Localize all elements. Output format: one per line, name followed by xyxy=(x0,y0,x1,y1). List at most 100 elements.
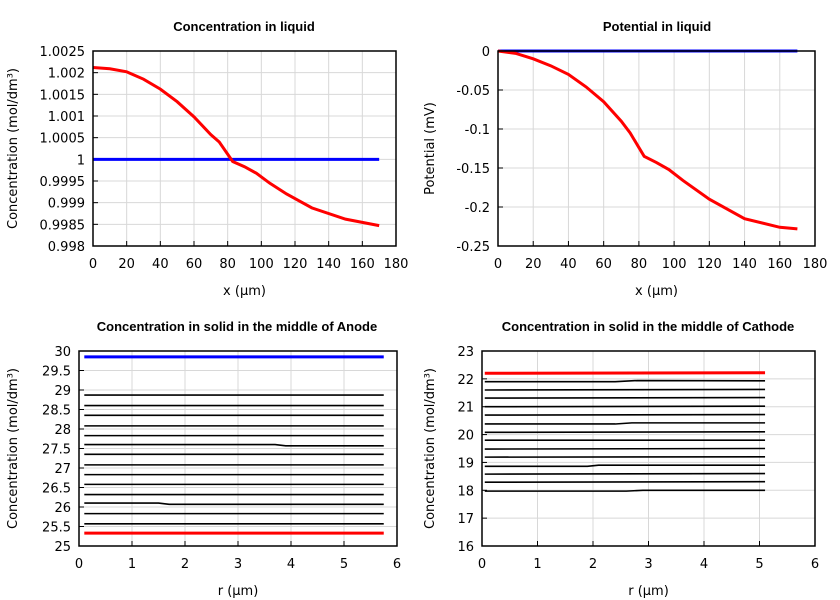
y-tick-label: 26 xyxy=(54,501,71,516)
y-tick-label: 1 xyxy=(77,153,85,168)
chart-title: Concentration in solid in the middle of … xyxy=(97,319,377,334)
x-axis-label: x (µm) xyxy=(223,284,266,299)
subplot-1: 0 20 40 60 80 100 120 140 160 180 0.998 0.9985 0.999… xyxy=(6,19,408,299)
x-tick-label: 80 xyxy=(219,257,236,272)
x-axis-label: r (µm) xyxy=(628,584,669,599)
series-line-12 xyxy=(484,464,766,468)
x-tick-label: 140 xyxy=(316,257,341,272)
series-line-2 xyxy=(484,379,766,383)
subplot-3: 0 1 2 3 4 5 6 25 25.5 26 26.5 27 27.5 28 28.5 29 29.5 30 C… xyxy=(6,319,401,599)
x-tick-label: 80 xyxy=(631,257,648,272)
y-tick-label: 25.5 xyxy=(42,521,71,536)
series-line-8 xyxy=(484,430,766,434)
y-tick-label: 26.5 xyxy=(42,482,71,497)
y-tick-label: 0.9985 xyxy=(40,218,86,233)
y-tick-label: 18 xyxy=(457,484,474,499)
y-tick-label: 23 xyxy=(457,345,474,360)
y-tick-label: 0.9995 xyxy=(40,175,86,190)
x-tick-label: 100 xyxy=(662,257,687,272)
x-tick-label: 0 xyxy=(89,257,97,272)
series-line-13 xyxy=(484,472,766,475)
y-axis-label: Concentration (mol/dm³) xyxy=(6,68,21,229)
y-tick-label: 16 xyxy=(457,540,474,555)
series-line-5 xyxy=(484,405,766,408)
chart-title: Concentration in liquid xyxy=(173,19,315,34)
x-tick-label: 180 xyxy=(384,257,409,272)
x-tick-label: 0 xyxy=(75,557,83,572)
y-tick-label: 1.0025 xyxy=(40,45,86,60)
x-tick-label: 100 xyxy=(249,257,274,272)
x-tick-label: 160 xyxy=(767,257,792,272)
y-tick-label: -0.2 xyxy=(465,201,490,216)
plot-frame xyxy=(92,50,397,247)
series-line-7 xyxy=(84,443,384,447)
x-axis-label: x (µm) xyxy=(635,284,678,299)
series-line-4 xyxy=(484,396,766,399)
y-tick-label: 0.998 xyxy=(48,240,85,255)
x-tick-label: 20 xyxy=(525,257,542,272)
y-tick-label: 19 xyxy=(457,456,474,471)
x-tick-label: 120 xyxy=(283,257,308,272)
y-tick-label: -0.05 xyxy=(456,84,490,99)
x-tick-label: 160 xyxy=(350,257,375,272)
plot-frame xyxy=(481,350,816,547)
x-tick-label: 140 xyxy=(732,257,757,272)
y-tick-label: 1.002 xyxy=(48,67,85,82)
plot-frame xyxy=(497,50,816,247)
x-tick-label: 6 xyxy=(811,557,819,572)
plot-frame xyxy=(78,350,398,547)
y-tick-label: 0.999 xyxy=(48,197,85,212)
series-line-10 xyxy=(484,447,766,450)
series-line-3 xyxy=(484,388,766,391)
x-tick-label: 3 xyxy=(644,557,652,572)
x-tick-label: 2 xyxy=(589,557,597,572)
x-tick-label: 0 xyxy=(494,257,502,272)
x-tick-label: 60 xyxy=(595,257,612,272)
y-axis-label: Concentration (mol/dm³) xyxy=(423,368,438,529)
y-tick-label: 17 xyxy=(457,512,474,527)
x-tick-label: 2 xyxy=(181,557,189,572)
y-tick-label: 28 xyxy=(54,423,71,438)
y-tick-label: 30 xyxy=(54,345,71,360)
y-tick-label: 22 xyxy=(457,373,474,388)
x-tick-label: 6 xyxy=(393,557,401,572)
y-tick-label: 1.0015 xyxy=(40,88,86,103)
series-line-15 xyxy=(484,489,766,492)
y-tick-label: 0 xyxy=(482,45,490,60)
y-tick-label: 29.5 xyxy=(42,365,71,380)
y-tick-label: 1.0005 xyxy=(40,132,86,147)
y-tick-label: 25 xyxy=(54,540,71,555)
y-tick-label: -0.1 xyxy=(465,123,490,138)
chart-title: Potential in liquid xyxy=(603,19,711,34)
series-line-2 xyxy=(92,65,380,228)
series-line-2 xyxy=(497,49,798,231)
x-tick-label: 5 xyxy=(340,557,348,572)
x-tick-label: 3 xyxy=(234,557,242,572)
y-tick-label: 29 xyxy=(54,384,71,399)
x-tick-label: 4 xyxy=(700,557,708,572)
x-tick-label: 1 xyxy=(533,557,541,572)
x-tick-label: 1 xyxy=(128,557,136,572)
series-line-13 xyxy=(84,502,384,506)
x-tick-label: 60 xyxy=(186,257,203,272)
series-line-14 xyxy=(484,480,766,484)
y-tick-label: 21 xyxy=(457,401,474,416)
x-tick-label: 180 xyxy=(803,257,828,272)
x-tick-label: 40 xyxy=(560,257,577,272)
x-axis-label: r (µm) xyxy=(218,584,259,599)
series-line-1 xyxy=(484,371,766,375)
y-axis-label: Potential (mV) xyxy=(423,102,438,195)
y-tick-label: 1.001 xyxy=(48,110,85,125)
x-tick-label: 5 xyxy=(755,557,763,572)
x-tick-label: 120 xyxy=(697,257,722,272)
series-line-6 xyxy=(484,413,766,416)
x-tick-label: 40 xyxy=(152,257,169,272)
series-line-7 xyxy=(484,422,766,425)
y-tick-label: -0.25 xyxy=(456,240,490,255)
y-tick-label: 27.5 xyxy=(42,443,71,458)
subplot-2: 0 20 40 60 80 100 120 140 160 180 -0.25 -0.2 -0.15 -0… xyxy=(423,19,827,299)
y-axis-label: Concentration (mol/dm³) xyxy=(6,368,21,529)
